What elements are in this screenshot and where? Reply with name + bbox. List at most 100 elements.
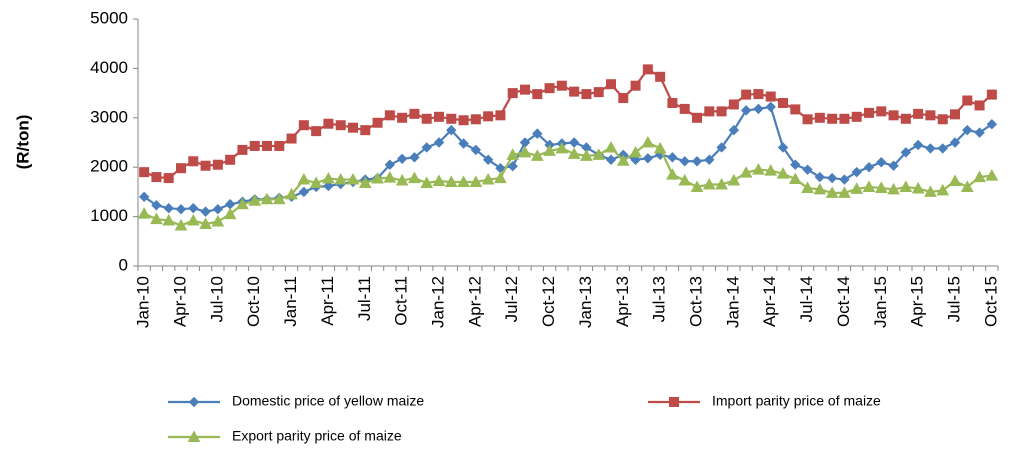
- data-point: [421, 142, 432, 153]
- data-point: [936, 183, 950, 196]
- data-point: [409, 108, 420, 119]
- data-point: [765, 101, 776, 113]
- data-point: [814, 171, 826, 183]
- data-point: [900, 113, 911, 124]
- x-tick-label: Oct-15: [981, 276, 1000, 327]
- data-point: [593, 87, 604, 98]
- data-point: [150, 212, 163, 225]
- data-point: [285, 187, 298, 200]
- x-tick-label: Jan-15: [871, 276, 890, 328]
- data-point: [446, 113, 457, 124]
- x-tick-label: Apr-13: [613, 276, 632, 327]
- data-point: [262, 140, 272, 151]
- legend-marker: [187, 430, 201, 442]
- data-point: [690, 180, 704, 192]
- data-point: [272, 192, 286, 205]
- data-point: [211, 215, 225, 227]
- data-point: [458, 115, 469, 126]
- data-point: [960, 180, 974, 192]
- data-point: [752, 163, 765, 175]
- x-tick-label: Oct-11: [392, 276, 411, 326]
- series-line: [143, 67, 993, 180]
- data-point: [470, 144, 482, 156]
- x-tick-label: Jul-13: [650, 276, 669, 322]
- data-point: [249, 140, 260, 151]
- legend-label: Export parity price of maize: [232, 428, 402, 444]
- data-point: [788, 172, 802, 185]
- data-point: [482, 154, 494, 165]
- data-point: [925, 143, 936, 154]
- data-point: [691, 156, 703, 167]
- data-point: [409, 152, 420, 163]
- data-point: [199, 217, 212, 230]
- data-point: [702, 177, 716, 190]
- x-tick-label: Oct-12: [539, 276, 558, 327]
- data-point: [311, 126, 322, 137]
- data-point: [727, 174, 741, 186]
- series-line: [143, 105, 993, 213]
- data-point: [188, 156, 199, 167]
- legend-label: Domestic price of yellow maize: [232, 393, 424, 409]
- data-point: [323, 180, 334, 192]
- legend-marker: [669, 397, 679, 407]
- data-point: [396, 153, 408, 165]
- data-point: [764, 164, 778, 176]
- data-point: [444, 175, 458, 188]
- data-point: [507, 161, 518, 172]
- data-point: [543, 144, 556, 156]
- data-point: [802, 164, 813, 175]
- legend-marker: [188, 396, 200, 408]
- x-tick-label: Oct-14: [834, 276, 853, 327]
- data-point: [740, 105, 752, 116]
- data-point: [569, 86, 580, 97]
- y-tick-label: 1000: [90, 206, 128, 225]
- data-point: [532, 89, 543, 100]
- data-point: [813, 182, 827, 195]
- y-tick-label: 0: [119, 255, 128, 274]
- data-point: [974, 100, 985, 111]
- data-point: [483, 111, 494, 122]
- data-point: [777, 142, 789, 153]
- data-point: [323, 118, 334, 129]
- data-point: [716, 142, 727, 153]
- data-point: [458, 138, 469, 149]
- x-tick-label: Jan-10: [134, 276, 153, 328]
- data-point: [224, 199, 236, 210]
- data-point: [581, 89, 592, 100]
- data-point: [753, 89, 764, 100]
- data-point: [741, 89, 752, 100]
- data-point: [667, 97, 678, 108]
- x-tick-label: Apr-10: [170, 276, 189, 327]
- x-tick-label: Oct-10: [244, 276, 263, 327]
- data-point: [397, 112, 408, 123]
- data-point: [298, 186, 310, 198]
- data-point: [532, 128, 543, 139]
- data-point: [446, 124, 457, 136]
- x-tick-label: Apr-11: [318, 276, 337, 326]
- data-point: [604, 140, 618, 153]
- data-point: [212, 159, 223, 170]
- data-point: [309, 176, 323, 189]
- x-tick-label: Apr-15: [908, 276, 927, 327]
- data-point: [298, 120, 309, 131]
- data-point: [876, 157, 887, 168]
- data-point: [568, 137, 580, 148]
- data-point: [887, 182, 900, 195]
- data-point: [151, 172, 162, 183]
- data-point: [874, 181, 888, 193]
- data-point: [434, 111, 444, 122]
- data-point: [986, 89, 997, 100]
- data-point: [421, 113, 432, 124]
- data-point: [704, 106, 715, 117]
- data-point: [507, 88, 518, 99]
- x-tick-label: Jul-12: [502, 276, 521, 322]
- data-point: [237, 144, 248, 155]
- x-tick-label: Jan-11: [281, 276, 300, 327]
- data-point: [642, 64, 653, 75]
- data-point: [863, 161, 875, 173]
- data-point: [151, 200, 162, 211]
- data-point: [986, 119, 998, 130]
- x-tick-label: Jul-15: [944, 276, 963, 322]
- data-point: [580, 149, 593, 161]
- y-axis-label: (R/ton): [13, 115, 32, 170]
